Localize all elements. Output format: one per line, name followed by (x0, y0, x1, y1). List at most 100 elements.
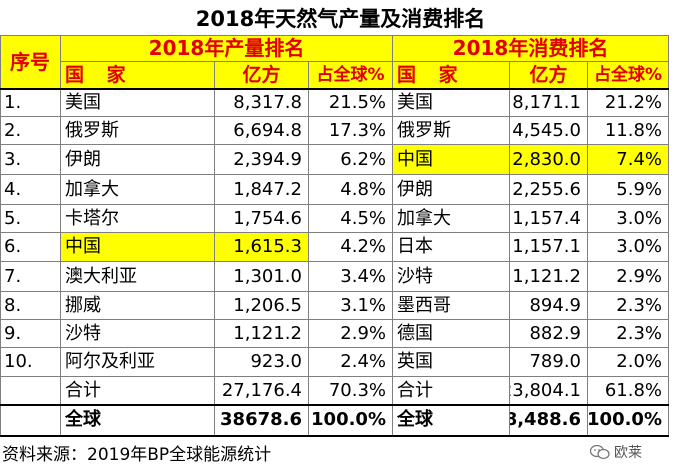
consumption-country: 美国 (393, 89, 510, 117)
table-title: 2018年天然气产量及消费排名 (195, 6, 486, 31)
header-production: 2018年产量排名 (61, 35, 393, 62)
wechat-icon (589, 444, 610, 460)
watermark-text: 欧莱 (614, 445, 642, 461)
consumption-value: 882.9 (510, 320, 588, 348)
production-country: 沙特 (61, 320, 215, 348)
production-value: 1,301.0 (215, 262, 309, 292)
header-c-share: 占全球% (588, 62, 669, 89)
consumption-country: 中国 (393, 145, 510, 175)
production-country: 澳大利亚 (61, 262, 215, 292)
subtotal-p-value: 27,176.4 (215, 377, 309, 405)
source-note: 资料来源：2019年BP全球能源统计 (2, 444, 272, 465)
total-c-share: 100.0% (588, 405, 669, 436)
consumption-share: 11.8% (588, 117, 669, 145)
production-share: 4.8% (309, 175, 393, 205)
consumption-share: 3.0% (588, 205, 669, 233)
rank-cell: 10. (0, 348, 61, 377)
consumption-country: 加拿大 (393, 205, 510, 233)
consumption-share: 7.4% (588, 145, 669, 175)
consumption-country: 英国 (393, 348, 510, 377)
header-consumption: 2018年消费排名 (393, 35, 669, 62)
production-value: 1,206.5 (215, 292, 309, 320)
production-value: 8,317.8 (215, 89, 309, 117)
consumption-country: 俄罗斯 (393, 117, 510, 145)
rank-cell: 4. (0, 175, 61, 205)
rank-cell: 5. (0, 205, 61, 233)
rank-cell: 6. (0, 233, 61, 262)
production-country: 中国 (61, 233, 215, 262)
consumption-share: 2.9% (588, 262, 669, 292)
total-c-value: 38,488.6 (510, 405, 588, 436)
consumption-value: 894.9 (510, 292, 588, 320)
production-value: 2,394.9 (215, 145, 309, 175)
total-label: 全球 (61, 405, 215, 436)
production-share: 21.5% (309, 89, 393, 117)
header-c-unit: 亿方 (510, 62, 588, 89)
consumption-value: 1,121.2 (510, 262, 588, 292)
header-p-unit: 亿方 (215, 62, 309, 89)
consumption-value: 4,545.0 (510, 117, 588, 145)
production-country: 伊朗 (61, 145, 215, 175)
consumption-share: 5.9% (588, 175, 669, 205)
production-share: 2.9% (309, 320, 393, 348)
production-value: 6,694.8 (215, 117, 309, 145)
production-share: 4.5% (309, 205, 393, 233)
production-value: 1,847.2 (215, 175, 309, 205)
header-p-share: 占全球% (309, 62, 393, 89)
total-blank (0, 405, 61, 436)
production-country: 卡塔尔 (61, 205, 215, 233)
consumption-value: 1,157.4 (510, 205, 588, 233)
total-p-share: 100.0% (309, 405, 393, 436)
subtotal-c-label: 合计 (393, 377, 510, 405)
subtotal-p-share: 70.3% (309, 377, 393, 405)
header-seq: 序号 (0, 35, 61, 89)
consumption-value: 789.0 (510, 348, 588, 377)
production-share: 6.2% (309, 145, 393, 175)
consumption-country: 德国 (393, 320, 510, 348)
wechat-watermark: 欧莱 (589, 442, 642, 462)
production-share: 17.3% (309, 117, 393, 145)
rank-cell: 7. (0, 262, 61, 292)
production-value: 1,121.2 (215, 320, 309, 348)
header-c-country: 国 家 (393, 62, 510, 89)
subtotal-blank (0, 377, 61, 405)
rank-cell: 2. (0, 117, 61, 145)
production-share: 4.2% (309, 233, 393, 262)
rank-cell: 8. (0, 292, 61, 320)
production-value: 1,615.3 (215, 233, 309, 262)
total-c-label: 全球 (393, 405, 510, 436)
production-value: 1,754.6 (215, 205, 309, 233)
rank-cell: 3. (0, 145, 61, 175)
consumption-value: 1,157.1 (510, 233, 588, 262)
consumption-value: 2,255.6 (510, 175, 588, 205)
subtotal-c-share: 61.8% (588, 377, 669, 405)
consumption-value: 8,171.1 (510, 89, 588, 117)
row-separator (0, 404, 669, 406)
consumption-share: 21.2% (588, 89, 669, 117)
production-share: 3.4% (309, 262, 393, 292)
subtotal-c-value: 23,804.1 (510, 377, 588, 405)
rank-cell: 9. (0, 320, 61, 348)
consumption-share: 2.0% (588, 348, 669, 377)
consumption-country: 沙特 (393, 262, 510, 292)
production-country: 挪威 (61, 292, 215, 320)
consumption-share: 2.3% (588, 292, 669, 320)
total-p-value: 38678.6 (215, 405, 309, 436)
production-value: 923.0 (215, 348, 309, 377)
row-separator (0, 88, 669, 90)
production-country: 俄罗斯 (61, 117, 215, 145)
consumption-value: 2,830.0 (510, 145, 588, 175)
consumption-country: 伊朗 (393, 175, 510, 205)
production-country: 阿尔及利亚 (61, 348, 215, 377)
production-country: 加拿大 (61, 175, 215, 205)
header-p-country: 国 家 (61, 62, 215, 89)
production-country: 美国 (61, 89, 215, 117)
production-share: 2.4% (309, 348, 393, 377)
row-separator (0, 435, 669, 437)
consumption-country: 日本 (393, 233, 510, 262)
rank-cell: 1. (0, 89, 61, 117)
production-share: 3.1% (309, 292, 393, 320)
consumption-country: 墨西哥 (393, 292, 510, 320)
consumption-share: 2.3% (588, 320, 669, 348)
